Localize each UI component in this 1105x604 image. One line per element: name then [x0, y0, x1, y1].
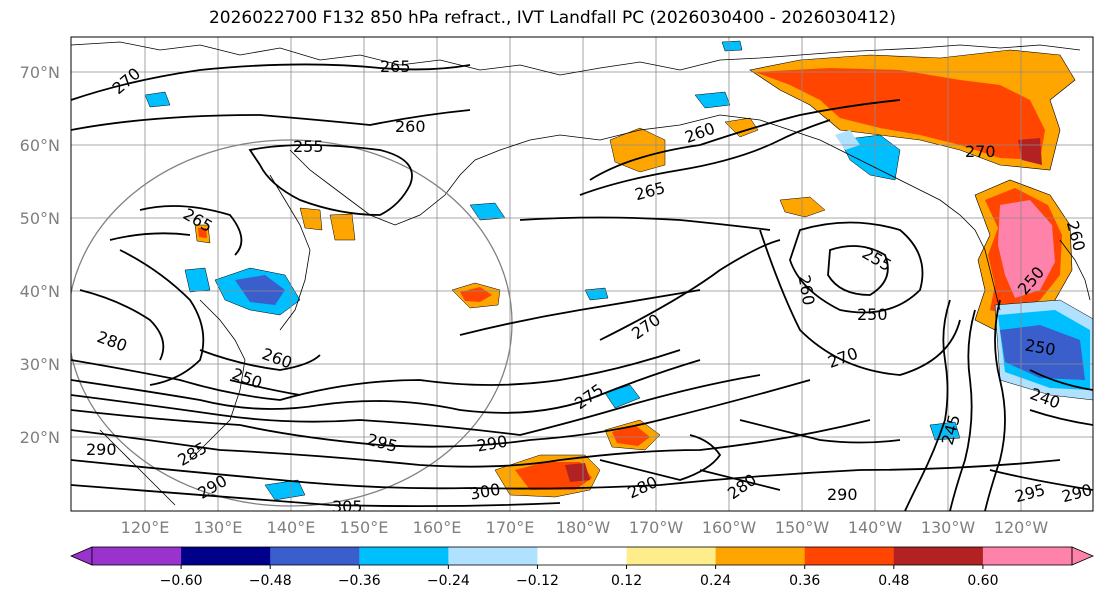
shade-bc-pink [998, 200, 1055, 298]
contour-label: 265 [380, 57, 411, 76]
lon-label: 150°W [775, 518, 830, 537]
lon-label: 150°E [340, 518, 389, 537]
colorbar-tick-label: 0.12 [611, 573, 642, 589]
contour-label: 255 [293, 137, 324, 156]
colorbar-swatch [893, 547, 984, 565]
shade-subtrop-darkred [565, 463, 590, 482]
shade-top-blue [721, 40, 743, 52]
shade-epac-blue [929, 421, 961, 441]
shade-china-blue [184, 267, 211, 293]
colorbar-tick-label: 0.24 [700, 573, 731, 589]
shade-japan-blue [235, 275, 285, 305]
lat-label: 50°N [20, 209, 60, 228]
colorbar-tick-label: −0.12 [516, 573, 559, 589]
map-title: 2026022700 F132 850 hPa refract., IVT La… [208, 8, 896, 28]
shade-japan-orange [299, 207, 323, 231]
coastlines [71, 41, 1091, 506]
lon-label: 170°W [629, 518, 684, 537]
colorbar-swatch [92, 547, 182, 565]
colorbar-tick-label: 0.36 [789, 573, 820, 589]
colorbar-tick-label: −0.60 [160, 573, 203, 589]
colorbar-tick-label: 0.48 [878, 573, 909, 589]
lat-label: 40°N [20, 282, 60, 301]
shade-gulf-orange [779, 196, 826, 218]
lon-label: 140°E [267, 518, 316, 537]
shade-trop-blue [604, 384, 641, 409]
lon-label: 170°E [486, 518, 535, 537]
colorbar: −0.60 −0.48 −0.36 −0.24 −0.12 0.12 0.24 0.36 0.4… [69, 546, 1095, 589]
map-frame [70, 36, 1094, 512]
colorbar-extend-low [69, 546, 93, 566]
shade-siberia-blue [144, 91, 171, 108]
lon-label: 120°E [121, 518, 170, 537]
shade-kam-blue [694, 91, 731, 109]
contour-label: 270 [965, 142, 996, 161]
shade-hawaii-red [612, 425, 650, 446]
colorbar-swatch [270, 547, 360, 565]
colorbar-frame [91, 546, 1073, 566]
colorbar-swatch [715, 547, 806, 565]
lat-label: 20°N [20, 428, 60, 447]
lon-label: 120°W [994, 518, 1049, 537]
colorbar-swatch [181, 547, 271, 565]
colorbar-swatch [448, 547, 538, 565]
shade-kam-orange [724, 117, 759, 138]
shade-kuril-orange [329, 213, 356, 241]
contour-label: 305 [332, 497, 363, 516]
contour-label: 260 [395, 117, 426, 136]
colorbar-tick-label: −0.48 [249, 573, 292, 589]
shade-alaska-red [755, 68, 1045, 160]
lat-label: 30°N [20, 355, 60, 374]
colorbar-swatch [626, 547, 717, 565]
longitude-labels: 120°E 130°E 140°E 150°E 160°E 170°E 180°… [121, 518, 1049, 537]
colorbar-swatch [804, 547, 895, 565]
shade-bering-orange [609, 127, 666, 173]
latitude-labels: 70°N 60°N 50°N 40°N 30°N 20°N [20, 63, 60, 447]
lon-label: 130°W [921, 518, 976, 537]
colorbar-tick-label: −0.24 [427, 573, 470, 589]
lon-label: 160°W [702, 518, 757, 537]
lon-label: 180°W [556, 518, 611, 537]
colorbar-swatch [537, 547, 628, 565]
lon-label: 130°E [194, 518, 243, 537]
colorbar-swatch [982, 547, 1073, 565]
lat-label: 60°N [20, 136, 60, 155]
contour-label: 290 [827, 485, 858, 504]
colorbar-tick-label: 0.60 [967, 573, 998, 589]
contour-label: 250 [857, 305, 888, 324]
lat-label: 70°N [20, 63, 60, 82]
colorbar-extend-high [1071, 546, 1095, 566]
lon-label: 160°E [413, 518, 462, 537]
colorbar-tick-label: −0.36 [338, 573, 381, 589]
lon-label: 140°W [848, 518, 903, 537]
shade-wpac-blue [264, 479, 306, 501]
colorbar-swatch [359, 547, 449, 565]
shade-china-red [198, 228, 207, 238]
contour-label: 290 [86, 440, 117, 459]
refractivity-contours [71, 63, 1093, 511]
